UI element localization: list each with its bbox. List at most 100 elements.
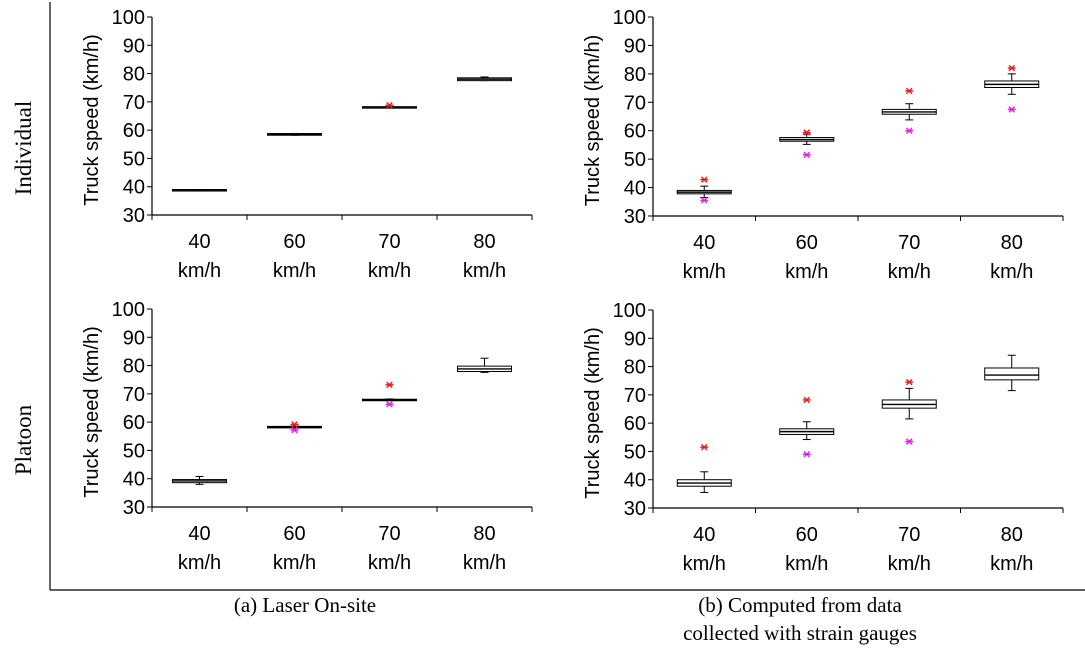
y-axis-label: Truck speed (km/h) <box>582 35 604 207</box>
y-tick-label: 70 <box>123 92 145 114</box>
marker-stroke <box>905 378 913 386</box>
marker-stroke <box>386 101 393 109</box>
y-tick-label: 80 <box>624 357 646 379</box>
y-tick-label: 100 <box>112 7 145 29</box>
x-tick-label: 40 <box>693 232 715 254</box>
y-tick-label: 90 <box>123 35 145 57</box>
y-tick-label: 100 <box>613 300 646 322</box>
row-label-individual: Individual <box>11 101 36 196</box>
y-tick-label: 30 <box>123 497 145 519</box>
y-tick-label: 80 <box>123 356 145 378</box>
x-tick-label-unit: km/h <box>273 552 316 574</box>
marker-stroke <box>291 426 298 434</box>
marker-stroke <box>1008 106 1016 113</box>
x-tick-label: 60 <box>283 523 305 545</box>
box <box>984 367 1040 381</box>
y-tick-label: 80 <box>123 64 145 86</box>
subplot-a-individual: 30 40 50 60 70 80 90 100 Truck speed (km/h) 40 km/… <box>81 7 533 282</box>
outlier-low-marker <box>290 426 299 434</box>
x-tick-label: 70 <box>378 231 400 253</box>
y-tick-label: 50 <box>123 148 145 170</box>
x-tick-label: 80 <box>473 523 495 545</box>
outlier-high-marker <box>700 176 709 183</box>
outlier-low-marker <box>1007 106 1016 113</box>
y-tick-label: 30 <box>123 205 145 227</box>
caption-b-line1: (b) Computed from data <box>698 593 902 617</box>
outlier-high-marker <box>290 421 299 428</box>
y-tick-label: 30 <box>624 498 646 520</box>
marker-stroke <box>905 127 913 135</box>
x-tick-label-unit: km/h <box>178 260 221 282</box>
outlier-high-marker <box>385 381 394 389</box>
y-axis-label: Truck speed (km/h) <box>81 326 103 498</box>
outlier-low-marker <box>385 401 394 408</box>
y-tick-label: 90 <box>123 327 145 349</box>
marker-stroke <box>1008 64 1016 72</box>
y-axis-label: Truck speed (km/h) <box>582 327 604 499</box>
x-tick-label: 70 <box>898 232 920 254</box>
marker-stroke <box>803 151 811 159</box>
marker-stroke <box>803 450 811 458</box>
y-tick-label: 50 <box>624 149 646 171</box>
outlier-high-marker <box>905 378 914 386</box>
outlier-low-marker <box>700 197 709 204</box>
marker-stroke <box>700 443 708 451</box>
outlier-high-marker <box>905 87 914 95</box>
y-tick-label: 30 <box>624 206 646 228</box>
x-tick-label-unit: km/h <box>178 552 221 574</box>
x-tick-label-unit: km/h <box>888 553 931 575</box>
x-tick-label-unit: km/h <box>683 261 726 283</box>
x-tick-label: 40 <box>188 523 210 545</box>
y-tick-label: 70 <box>624 385 646 407</box>
x-tick-label: 40 <box>693 524 715 546</box>
marker-stroke <box>386 401 393 408</box>
outlier-low-marker <box>802 450 811 458</box>
x-tick-label-unit: km/h <box>785 261 828 283</box>
outlier-low-marker <box>905 127 914 135</box>
x-tick-label-unit: km/h <box>683 553 726 575</box>
y-tick-label: 80 <box>624 64 646 86</box>
x-tick-label-unit: km/h <box>368 552 411 574</box>
x-tick-label-unit: km/h <box>273 260 316 282</box>
outlier-high-marker <box>802 396 811 404</box>
outlier-high-marker <box>385 101 394 109</box>
outlier-low-marker <box>905 438 914 445</box>
x-tick-label: 80 <box>1001 524 1023 546</box>
y-tick-label: 50 <box>123 440 145 462</box>
x-tick-label-unit: km/h <box>888 261 931 283</box>
y-tick-label: 90 <box>624 328 646 350</box>
x-tick-label: 60 <box>796 232 818 254</box>
x-tick-label: 70 <box>378 523 400 545</box>
x-tick-label-unit: km/h <box>463 260 506 282</box>
x-tick-label-unit: km/h <box>990 553 1033 575</box>
y-tick-label: 50 <box>624 441 646 463</box>
marker-stroke <box>803 396 811 404</box>
y-tick-label: 40 <box>123 469 145 491</box>
y-tick-label: 60 <box>624 413 646 435</box>
y-tick-label: 60 <box>123 412 145 434</box>
y-tick-label: 100 <box>112 299 145 321</box>
y-axis-label: Truck speed (km/h) <box>81 34 103 206</box>
marker-stroke <box>700 176 708 183</box>
y-tick-label: 70 <box>123 384 145 406</box>
y-tick-label: 60 <box>624 121 646 143</box>
subplot-b-platoon: 30 40 50 60 70 80 90 100 Truck speed (km/h) 40 km/… <box>582 300 1064 575</box>
row-label-platoon: Platoon <box>11 404 36 475</box>
outlier-high-marker <box>1007 64 1016 72</box>
y-tick-label: 40 <box>624 470 646 492</box>
y-tick-label: 70 <box>624 92 646 114</box>
marker-stroke <box>905 87 913 95</box>
x-tick-label-unit: km/h <box>785 553 828 575</box>
x-tick-label: 60 <box>283 231 305 253</box>
x-tick-label-unit: km/h <box>368 260 411 282</box>
y-tick-label: 90 <box>624 35 646 57</box>
marker-stroke <box>803 129 811 136</box>
x-tick-label: 70 <box>898 524 920 546</box>
subplot-b-individual: 30 40 50 60 70 80 90 100 Truck speed (km/h) 40 km/… <box>582 7 1064 283</box>
marker-stroke <box>905 438 913 445</box>
x-tick-label: 80 <box>473 231 495 253</box>
outlier-low-marker <box>802 151 811 159</box>
y-tick-label: 100 <box>613 7 646 29</box>
y-tick-label: 40 <box>624 178 646 200</box>
